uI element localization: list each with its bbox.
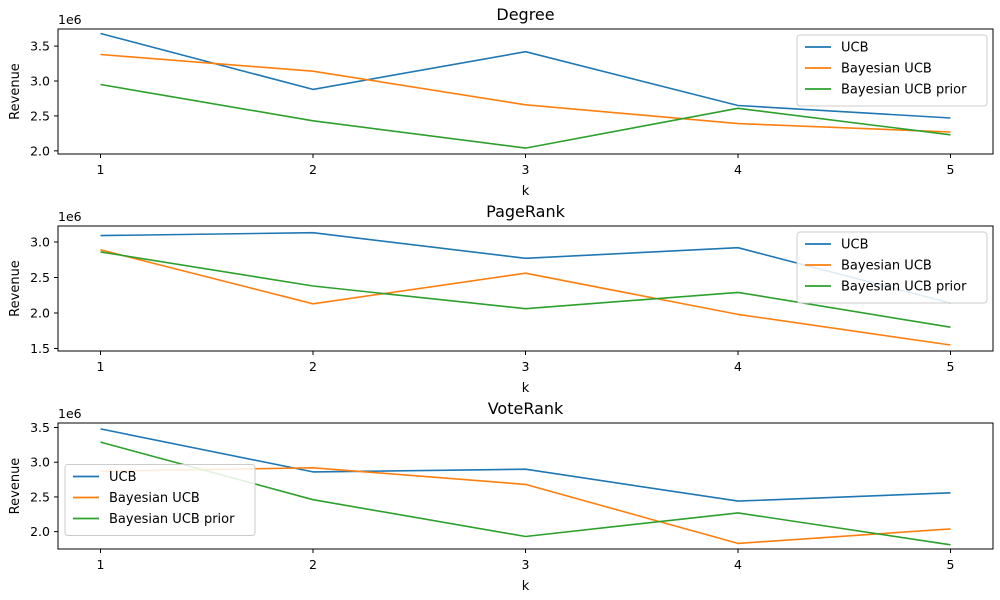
y-tick-label: 2.0 <box>30 524 50 539</box>
legend-label: Bayesian UCB <box>109 491 200 506</box>
series-line-ucb <box>100 428 951 502</box>
y-tick-label: 3.0 <box>30 74 50 89</box>
y-tick-label: 2.5 <box>30 270 50 285</box>
x-tick-label: 2 <box>309 557 317 572</box>
y-tick-label: 3.5 <box>30 420 50 435</box>
legend-label: UCB <box>841 238 869 253</box>
x-tick-label: 1 <box>97 162 105 177</box>
legend-label: UCB <box>109 470 137 485</box>
legend-box <box>64 464 256 536</box>
x-axis-label: k <box>522 579 530 594</box>
x-tick-label: 5 <box>947 557 955 572</box>
legend-label: Bayesian UCB <box>841 62 932 77</box>
legend: UCB Bayesian UCB Bayesian UCB prior <box>796 231 988 304</box>
x-tick-label: 5 <box>947 162 955 177</box>
series-line-bayesian-ucb-prior <box>100 83 951 149</box>
y-offset-text: 1e6 <box>58 12 82 27</box>
y-tick-label: 3.5 <box>30 39 50 54</box>
x-tick-label: 3 <box>522 557 530 572</box>
legend: UCB Bayesian UCB Bayesian UCB prior <box>64 464 256 536</box>
x-tick-label: 4 <box>734 557 742 572</box>
x-tick-label: 4 <box>734 359 742 374</box>
chart-title: Degree <box>496 5 554 24</box>
y-tick-label: 2.5 <box>30 108 50 123</box>
chart-panel-3: VoteRank 1 2 3 4 5 k 2.0 2.5 3.0 3.5 Revenue 1e6 UCB B… <box>8 399 994 594</box>
series-line-bayesian-ucb <box>100 249 951 346</box>
y-axis-label: Revenue <box>8 458 23 515</box>
legend-label: Bayesian UCB prior <box>841 280 967 295</box>
x-tick-label: 3 <box>522 359 530 374</box>
x-tick-label: 1 <box>97 359 105 374</box>
x-tick-label: 4 <box>734 162 742 177</box>
y-tick-label: 3.0 <box>30 234 50 249</box>
series-line-bayesian-ucb-prior <box>100 251 951 328</box>
x-tick-label: 1 <box>97 557 105 572</box>
legend-label: Bayesian UCB <box>841 259 932 274</box>
x-tick-label: 5 <box>947 359 955 374</box>
legend-box <box>796 231 988 304</box>
chart-title: VoteRank <box>488 399 564 418</box>
chart-panel-2: PageRank 1 2 3 4 5 k 1.5 2.0 2.5 3.0 Revenue 1e6 UCB B… <box>8 202 994 396</box>
y-offset-text: 1e6 <box>58 406 82 421</box>
x-tick-label: 3 <box>522 162 530 177</box>
series-line-bayesian-ucb <box>100 53 951 133</box>
y-tick-label: 2.0 <box>30 306 50 321</box>
x-tick-label: 2 <box>309 359 317 374</box>
series-line-ucb <box>100 32 951 119</box>
y-offset-text: 1e6 <box>58 209 82 224</box>
x-tick-label: 2 <box>309 162 317 177</box>
chart-panel-1: Degree 1 2 3 4 5 k 2.0 2.5 3.0 3.5 Revenue 1e6 UCB Bay… <box>8 5 994 199</box>
y-tick-label: 3.0 <box>30 455 50 470</box>
y-tick-label: 2.5 <box>30 489 50 504</box>
legend-label: UCB <box>841 41 869 56</box>
chart-title: PageRank <box>486 202 565 221</box>
x-axis-label: k <box>522 184 530 199</box>
legend: UCB Bayesian UCB Bayesian UCB prior <box>796 34 988 107</box>
legend-label: Bayesian UCB prior <box>841 83 967 98</box>
y-axis-label: Revenue <box>8 63 23 120</box>
y-tick-label: 1.5 <box>30 341 50 356</box>
y-tick-label: 2.0 <box>30 143 50 158</box>
x-axis-label: k <box>522 381 530 396</box>
legend-box <box>796 34 988 107</box>
y-axis-label: Revenue <box>8 260 23 317</box>
legend-label: Bayesian UCB prior <box>109 512 235 527</box>
